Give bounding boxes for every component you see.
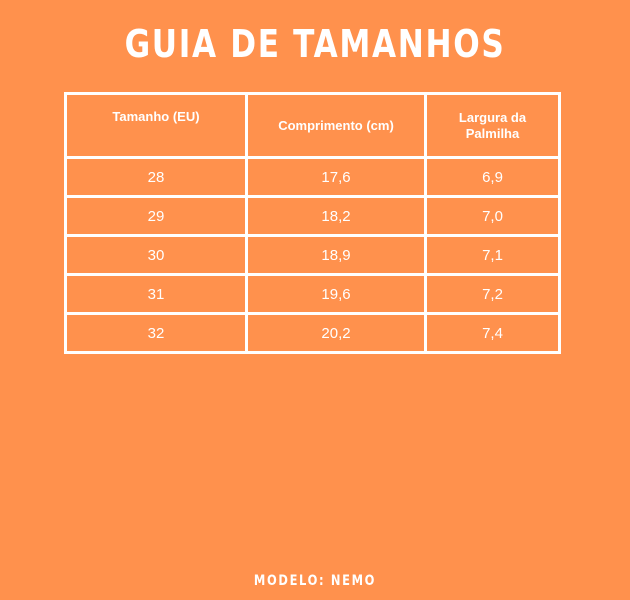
table-cell: 20,2: [248, 315, 424, 351]
table-cell: 18,9: [248, 237, 424, 273]
size-table: Tamanho (EU) Comprimento (cm) Largura da…: [64, 92, 561, 354]
table-cell: 6,9: [427, 159, 558, 195]
table-cell: 7,4: [427, 315, 558, 351]
table-cell: 32: [67, 315, 245, 351]
table-cell: 17,6: [248, 159, 424, 195]
table-cell: 7,2: [427, 276, 558, 312]
model-label: MODELO: NEMO: [253, 573, 377, 589]
page-title: GUIA DE TAMANHOS: [124, 22, 506, 66]
table-cell: 7,0: [427, 198, 558, 234]
table-cell: 31: [67, 276, 245, 312]
header-insole-width: Largura da Palmilha: [427, 95, 558, 156]
table-cell: 19,6: [248, 276, 424, 312]
header-length: Comprimento (cm): [248, 95, 424, 156]
table-cell: 29: [67, 198, 245, 234]
table-cell: 30: [67, 237, 245, 273]
header-size: Tamanho (EU): [67, 95, 245, 156]
table-cell: 7,1: [427, 237, 558, 273]
table-cell: 18,2: [248, 198, 424, 234]
table-cell: 28: [67, 159, 245, 195]
